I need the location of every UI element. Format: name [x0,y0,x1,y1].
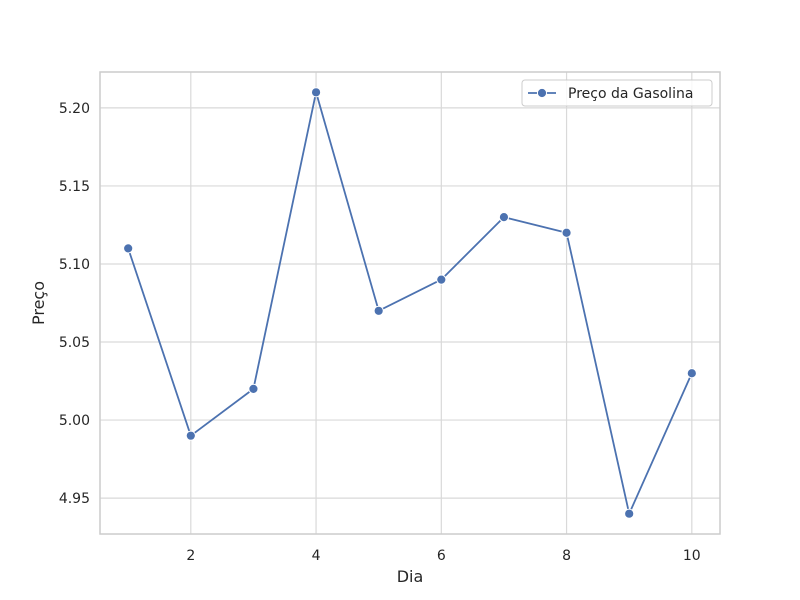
data-point [686,368,697,379]
y-tick-label: 5.20 [59,101,90,117]
y-tick-label: 5.00 [59,413,90,429]
plot-area-frame [99,71,721,535]
data-point [561,227,572,238]
data-point [123,243,134,254]
data-point [498,212,510,223]
y-tick-label: 5.05 [59,335,90,351]
grid-layer [100,72,720,534]
x-tick-label: 2 [186,548,195,564]
data-point [436,274,447,285]
y-tick-label: 5.15 [59,179,90,195]
series-line [127,91,693,515]
x-tick-label: 4 [312,548,321,564]
tick-labels: 2 4 6 8 10 4.95 5.00 5.05 5.10 5.15 5.20 [59,101,701,564]
legend-label: Preço da Gasolina [568,86,693,102]
data-point [248,383,259,394]
x-tick-label: 6 [437,548,446,564]
x-tick-label: 8 [562,548,571,564]
x-axis-label: Dia [397,567,424,586]
series-layer [123,87,697,519]
data-point [624,508,635,519]
data-point [185,430,196,441]
legend-marker [536,87,548,99]
x-tick-label: 10 [683,548,701,564]
data-point [373,305,384,316]
y-axis-label: Preço [29,281,48,325]
y-tick-label: 4.95 [59,491,90,507]
data-point [310,87,322,98]
legend-box [521,79,713,107]
y-tick-label: 5.10 [59,257,90,273]
legend: Preço da Gasolina [521,79,713,107]
